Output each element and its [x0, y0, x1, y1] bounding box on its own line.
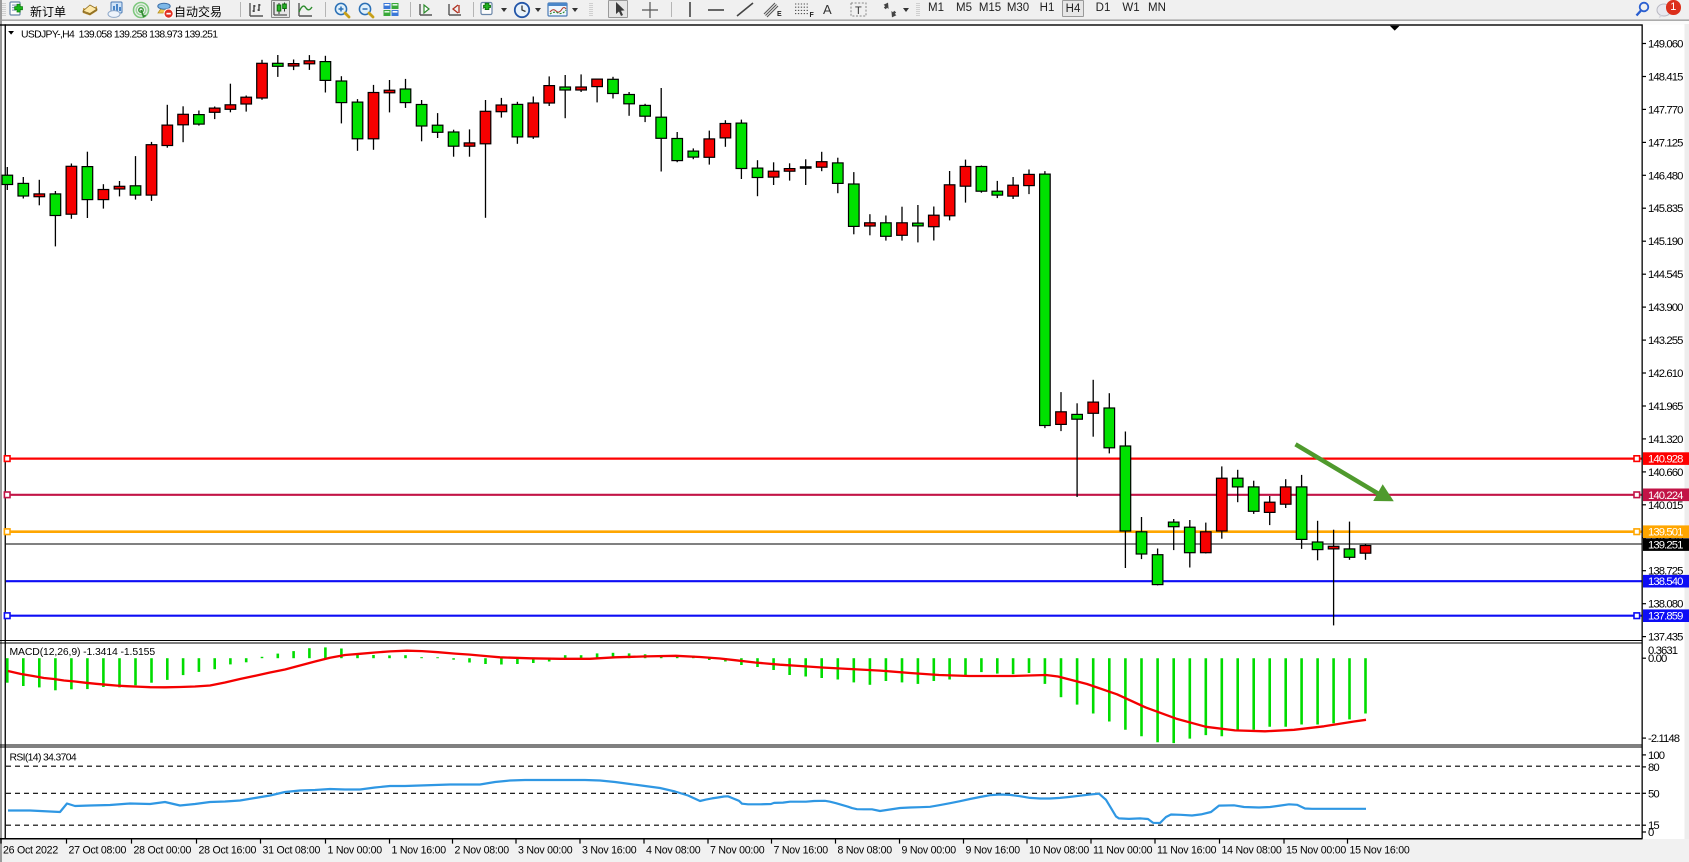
svg-text:144.545: 144.545 [1648, 269, 1683, 281]
svg-text:9 Nov 00:00: 9 Nov 00:00 [902, 845, 957, 857]
svg-text:7 Nov 00:00: 7 Nov 00:00 [710, 845, 765, 857]
svg-text:138.080: 138.080 [1648, 599, 1683, 611]
svg-text:MACD(12,26,9) -1.3414 -1.5155: MACD(12,26,9) -1.3414 -1.5155 [10, 647, 156, 658]
svg-text:80: 80 [1648, 762, 1659, 774]
svg-text:145.190: 145.190 [1648, 236, 1683, 248]
svg-text:1 Nov 00:00: 1 Nov 00:00 [328, 845, 383, 857]
svg-text:11 Nov 00:00: 11 Nov 00:00 [1093, 845, 1153, 857]
svg-text:139.251: 139.251 [1648, 540, 1683, 552]
svg-text:3 Nov 16:00: 3 Nov 16:00 [582, 845, 637, 857]
svg-text:140.660: 140.660 [1648, 467, 1683, 479]
svg-text:141.965: 141.965 [1648, 401, 1683, 413]
svg-text:4 Nov 08:00: 4 Nov 08:00 [646, 845, 701, 857]
svg-text:0.00: 0.00 [1648, 653, 1667, 665]
svg-text:USDJPY-,H4 139.058 139.258 13: USDJPY-,H4 139.058 139.258 138.973 139.2… [21, 29, 218, 40]
svg-text:RSI(14) 34.3704: RSI(14) 34.3704 [10, 753, 77, 764]
svg-text:F: F [810, 12, 815, 19]
svg-text:28 Oct 16:00: 28 Oct 16:00 [199, 845, 257, 857]
svg-text:28 Oct 00:00: 28 Oct 00:00 [134, 845, 192, 857]
svg-text:138.725: 138.725 [1648, 566, 1683, 578]
svg-text:100: 100 [1648, 750, 1665, 762]
svg-text:15 Nov 00:00: 15 Nov 00:00 [1286, 845, 1346, 857]
svg-text:0: 0 [1648, 827, 1654, 839]
svg-text:14 Nov 08:00: 14 Nov 08:00 [1222, 845, 1282, 857]
svg-text:137.435: 137.435 [1648, 632, 1683, 644]
svg-text:137.859: 137.859 [1648, 611, 1683, 623]
svg-text:11 Nov 16:00: 11 Nov 16:00 [1157, 845, 1217, 857]
svg-text:143.900: 143.900 [1648, 302, 1683, 314]
svg-text:-2.1148: -2.1148 [1648, 733, 1680, 745]
svg-text:146.480: 146.480 [1648, 170, 1683, 182]
svg-text:3 Nov 00:00: 3 Nov 00:00 [518, 845, 573, 857]
svg-text:10 Nov 08:00: 10 Nov 08:00 [1029, 845, 1089, 857]
svg-text:31 Oct 08:00: 31 Oct 08:00 [263, 845, 321, 857]
svg-text:7 Nov 16:00: 7 Nov 16:00 [774, 845, 829, 857]
svg-text:E: E [777, 11, 782, 18]
svg-text:147.125: 147.125 [1648, 137, 1683, 149]
svg-text:15: 15 [1648, 820, 1659, 832]
svg-text:T: T [855, 5, 862, 17]
svg-text:139.501: 139.501 [1648, 527, 1683, 539]
svg-text:50: 50 [1648, 788, 1659, 800]
svg-text:143.255: 143.255 [1648, 335, 1683, 347]
svg-text:27 Oct 08:00: 27 Oct 08:00 [69, 845, 127, 857]
svg-text:0.3631: 0.3631 [1648, 645, 1678, 657]
svg-text:145.835: 145.835 [1648, 203, 1683, 215]
svg-text:9 Nov 16:00: 9 Nov 16:00 [966, 845, 1021, 857]
svg-text:142.610: 142.610 [1648, 368, 1683, 380]
svg-text:147.770: 147.770 [1648, 104, 1683, 116]
svg-text:148.415: 148.415 [1648, 72, 1683, 84]
svg-text:2 Nov 08:00: 2 Nov 08:00 [455, 845, 510, 857]
svg-text:138.540: 138.540 [1648, 576, 1683, 588]
svg-text:140.928: 140.928 [1648, 454, 1683, 466]
svg-text:141.320: 141.320 [1648, 434, 1683, 446]
svg-text:140.015: 140.015 [1648, 500, 1683, 512]
svg-text:15 Nov 16:00: 15 Nov 16:00 [1350, 845, 1410, 857]
svg-text:8 Nov 08:00: 8 Nov 08:00 [838, 845, 893, 857]
svg-text:149.060: 149.060 [1648, 39, 1683, 51]
svg-text:140.224: 140.224 [1648, 490, 1683, 502]
svg-text:1 Nov 16:00: 1 Nov 16:00 [392, 845, 447, 857]
svg-text:26 Oct 2022: 26 Oct 2022 [3, 845, 58, 857]
